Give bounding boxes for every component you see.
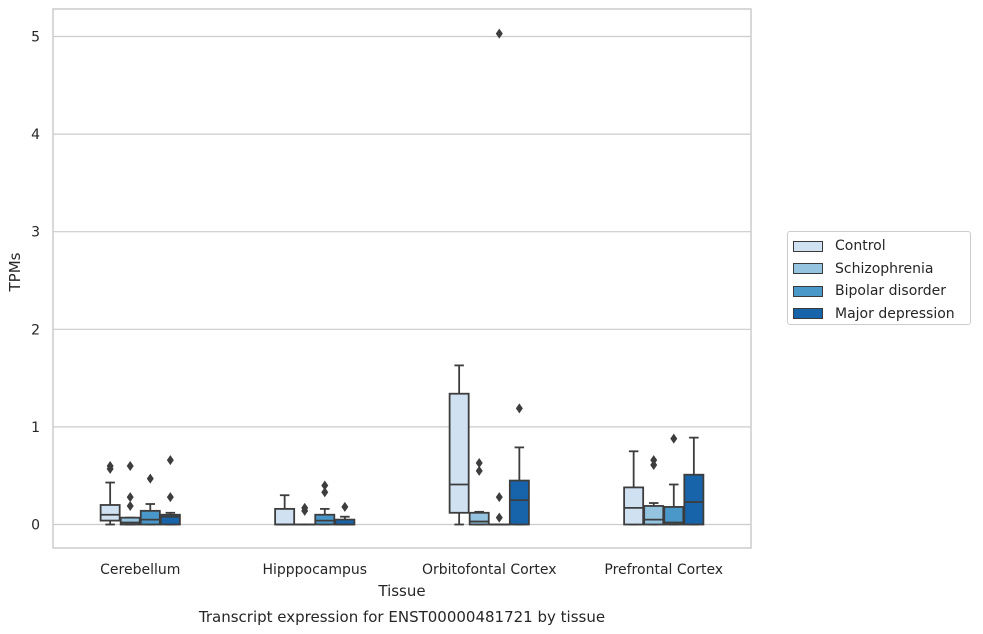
y-tick-label: 3: [31, 225, 40, 241]
outlier-point: [321, 487, 329, 498]
legend-label: Schizophrenia: [835, 260, 934, 277]
outlier-point: [475, 458, 483, 469]
box-body: [508, 479, 530, 526]
outlier-point: [341, 501, 349, 512]
box: [488, 28, 510, 526]
series-major-depression: [159, 403, 705, 526]
legend-swatch: [793, 308, 823, 320]
box-body: [99, 504, 121, 522]
outlier-point: [301, 502, 309, 513]
box-body: [683, 473, 705, 526]
y-axis-label: TPMs: [6, 252, 24, 292]
box: [294, 502, 316, 526]
series-control: [99, 364, 645, 526]
box: [663, 433, 685, 526]
legend-label: Bipolar disorder: [835, 283, 947, 300]
box: [623, 450, 645, 526]
x-tick-label: Cerebellum: [100, 562, 180, 578]
legend-label: Major depression: [835, 305, 955, 322]
y-tick-label: 4: [31, 127, 40, 143]
x-axis-label: Tissue: [377, 582, 425, 600]
x-tick-label: Prefrontal Cortex: [604, 562, 723, 578]
box: [683, 436, 705, 526]
box: [508, 403, 530, 526]
legend-item: Schizophrenia: [788, 258, 970, 281]
series-schizophrenia: [119, 455, 665, 526]
box-body: [139, 509, 161, 526]
box-body: [159, 513, 181, 526]
chart-title: Transcript expression for ENST0000048172…: [198, 608, 605, 626]
box-body: [623, 486, 645, 526]
outlier-point: [126, 460, 134, 471]
box: [643, 455, 665, 526]
box-plot-series: [99, 28, 705, 526]
box-body: [663, 506, 685, 526]
legend-swatch: [793, 285, 823, 297]
x-tick-label: Hipppocampus: [262, 562, 367, 578]
plot-frame: [52, 8, 752, 549]
y-axis-ticks: 0 1 2 3 4 5: [31, 30, 40, 534]
y-tick-label: 2: [31, 322, 40, 338]
box-body: [468, 511, 490, 526]
outlier-point: [495, 512, 503, 523]
legend-item: Control: [788, 235, 970, 258]
box: [334, 501, 356, 526]
legend-item: Major depression: [788, 303, 970, 326]
outlier-point: [515, 403, 523, 414]
outlier-point: [126, 500, 134, 511]
box: [99, 460, 121, 526]
legend-item: Bipolar disorder: [788, 280, 970, 303]
outlier-point: [126, 492, 134, 503]
legend-label: Control: [835, 238, 886, 255]
x-axis-ticks: Cerebellum Hipppocampus Orbitofontal Corte…: [100, 562, 723, 578]
series-bipolar-disorder: [139, 28, 685, 526]
y-tick-label: 1: [31, 420, 40, 436]
box: [119, 460, 141, 526]
outlier-point: [495, 28, 503, 39]
box: [139, 473, 161, 526]
y-tick-label: 0: [31, 518, 40, 534]
x-tick-label: Orbitofontal Cortex: [422, 562, 557, 578]
box: [274, 494, 296, 526]
legend: Control Schizophrenia Bipolar disorder Majo…: [787, 231, 971, 325]
box-body: [274, 507, 296, 526]
box-body: [643, 505, 665, 526]
y-tick-label: 5: [31, 30, 40, 46]
outlier-point: [166, 455, 174, 466]
legend-swatch: [793, 240, 823, 252]
box-body: [448, 392, 470, 514]
box: [448, 364, 470, 526]
box-body: [314, 513, 336, 526]
outlier-point: [321, 480, 329, 491]
outlier-point: [670, 433, 678, 444]
outlier-point: [475, 465, 483, 476]
outlier-point: [106, 460, 114, 471]
box: [314, 480, 336, 526]
outlier-point: [146, 473, 154, 484]
legend-swatch: [793, 263, 823, 275]
outlier-point: [650, 455, 658, 466]
box: [468, 458, 490, 526]
outlier-point: [166, 492, 174, 503]
outlier-point: [495, 492, 503, 503]
box-body: [119, 516, 141, 526]
box: [159, 455, 181, 526]
grid-lines: [53, 35, 751, 526]
